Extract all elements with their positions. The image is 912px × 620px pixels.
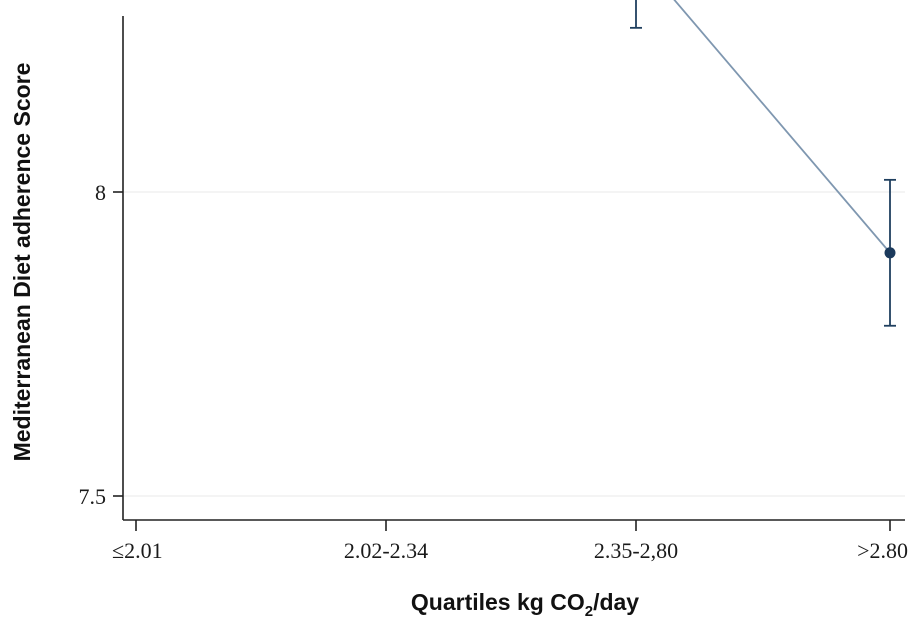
data-point-3 (884, 247, 896, 259)
x-axis-title: Quartiles kg CO2/day (411, 589, 639, 620)
error-bar-2 (630, 0, 642, 29)
data-points (884, 247, 896, 259)
y-tick-label-1: 8 (95, 180, 106, 205)
x-tick-label-1: 2.02-2.34 (344, 538, 428, 563)
x-tick-label-3: >2.80 (857, 538, 908, 563)
y-axis-ticks: 7.588.59 (79, 180, 123, 509)
x-tick-label-0: ≤2.01 (112, 538, 163, 563)
error-bars (630, 0, 896, 327)
x-tick-label-2: 2.35-2,80 (594, 538, 678, 563)
gridlines (124, 191, 905, 497)
series-line (673, 0, 891, 254)
y-axis-title: Mediterranean Diet adherence Score (9, 63, 35, 462)
y-tick-label-0: 7.5 (79, 484, 107, 509)
x-axis-ticks: ≤2.01 2.02-2.34 2.35-2,80 >2.80 (112, 520, 908, 563)
